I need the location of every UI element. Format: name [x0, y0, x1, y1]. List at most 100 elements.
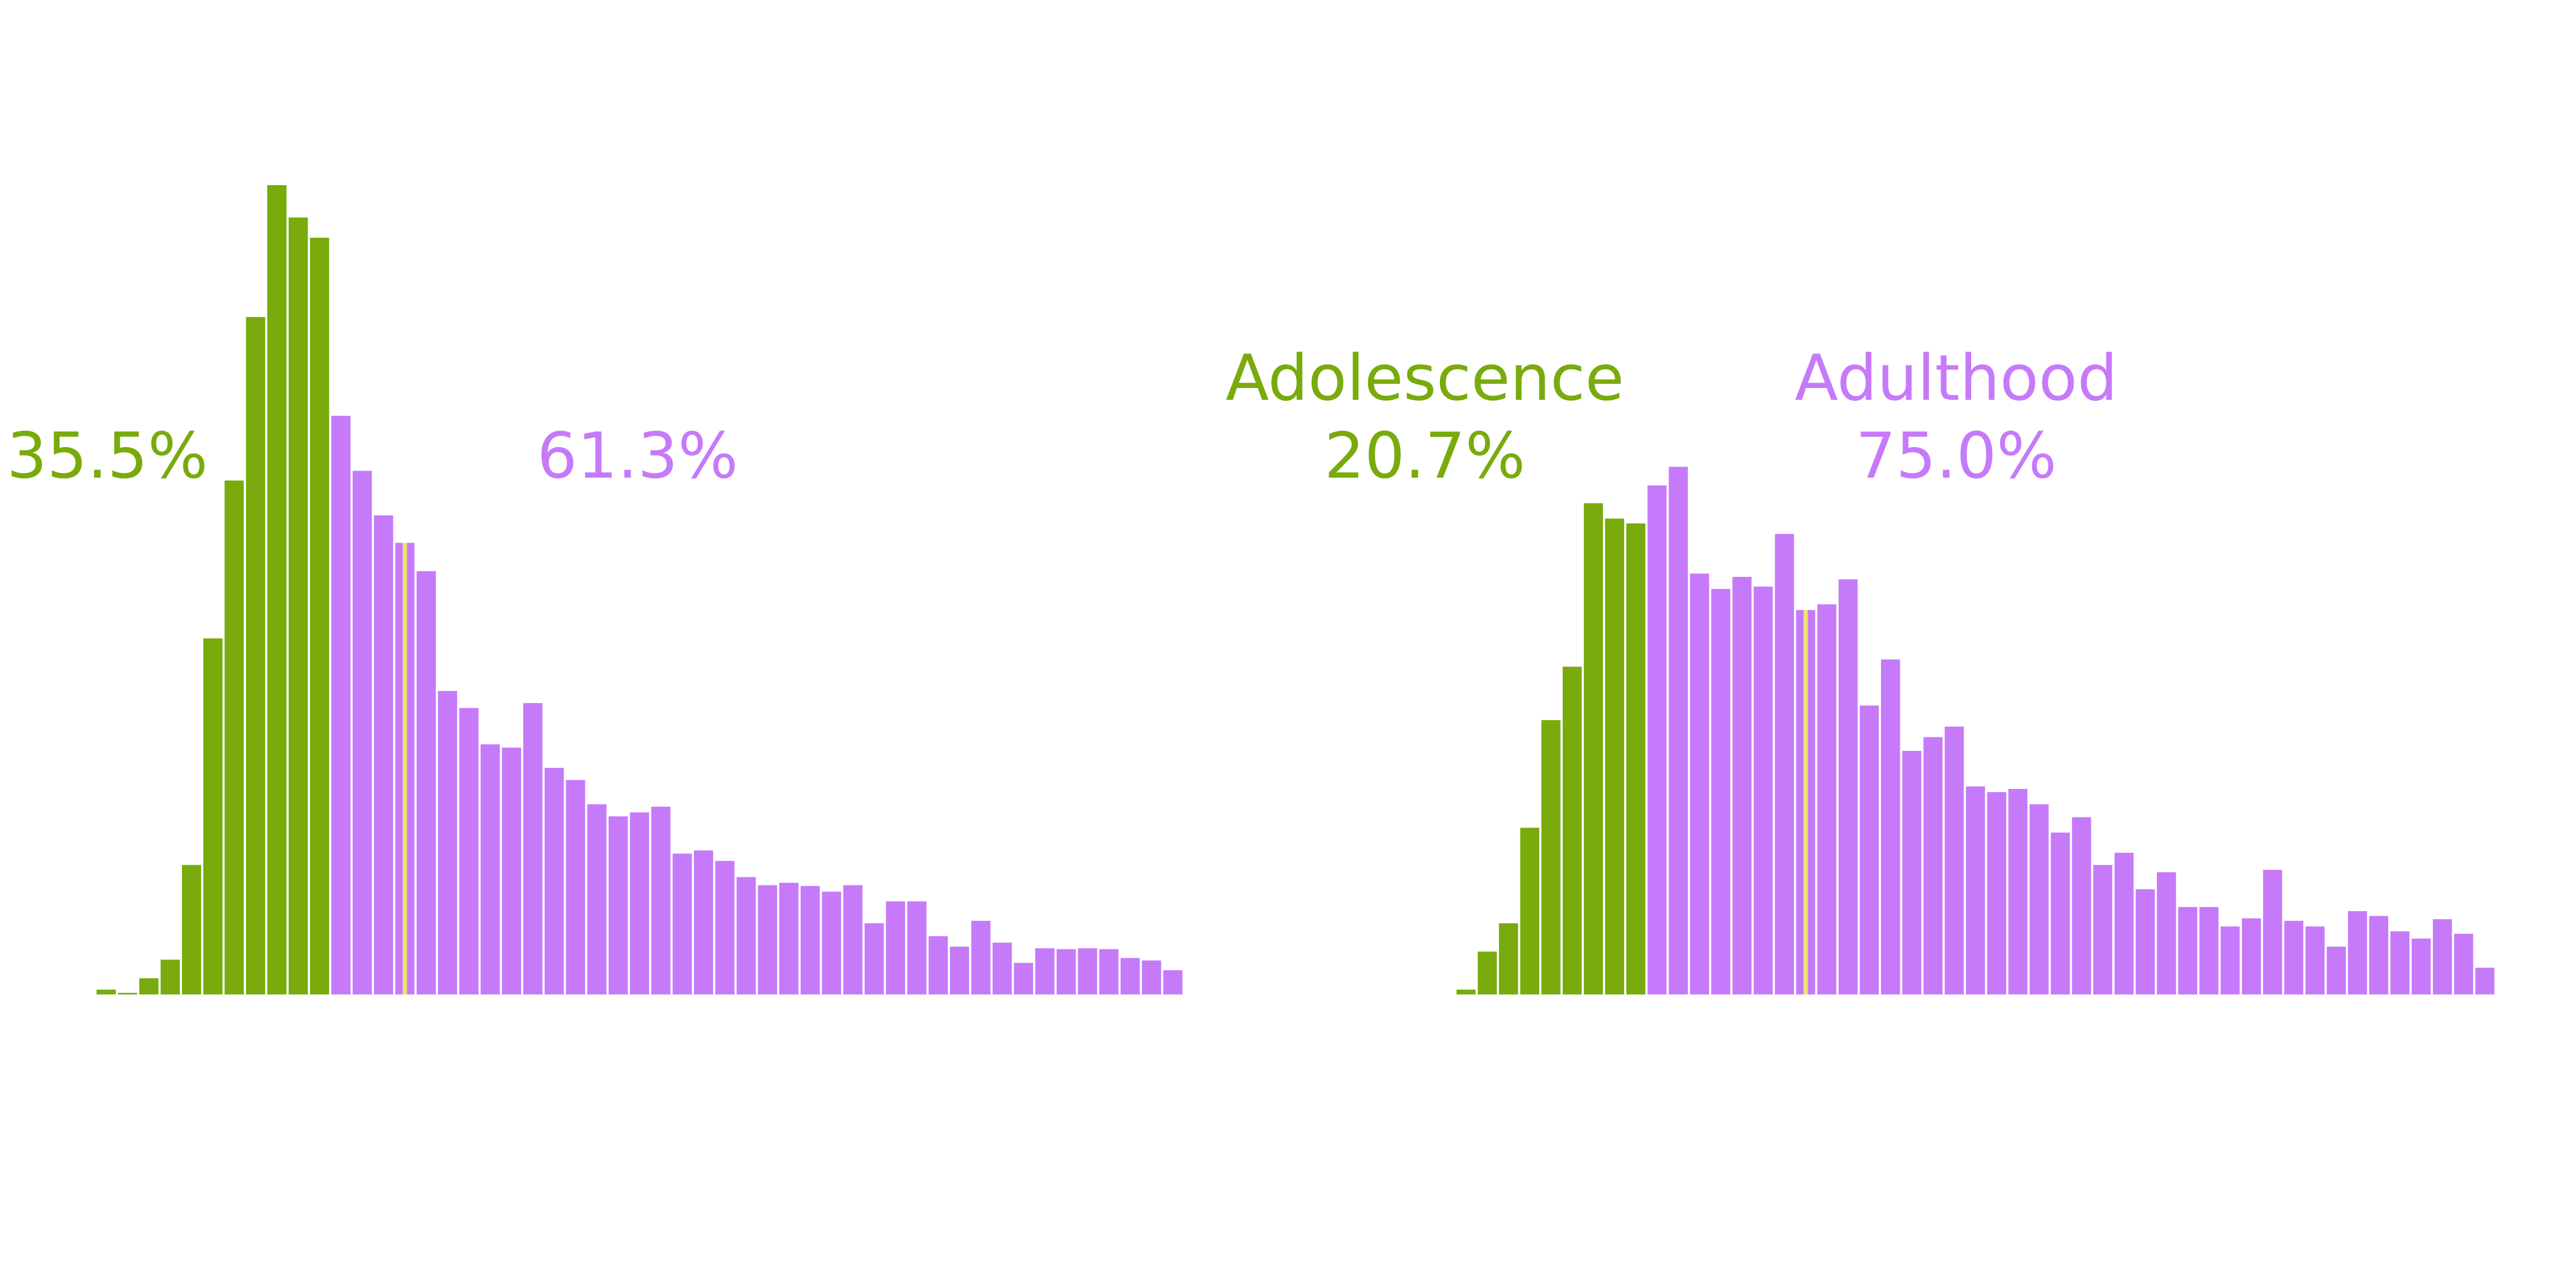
bar-adulthood-right-34	[2369, 916, 2389, 994]
bar-adulthood-left-37	[1121, 958, 1140, 994]
bar-adulthood-left-7	[480, 744, 500, 994]
bar-adulthood-right-8	[1817, 604, 1836, 994]
bar-adolescence-right-2	[1499, 923, 1518, 994]
bar-adulthood-left-27	[907, 901, 927, 994]
right-adolescence-percentage: 20.7%	[1324, 419, 1526, 493]
bar-adolescence-left-3	[160, 960, 180, 994]
left-adulthood-percentage: 61.3%	[537, 419, 738, 493]
bar-adulthood-left-32	[1014, 963, 1034, 994]
bar-adulthood-right-24	[2157, 872, 2176, 994]
bar-adolescence-left-1	[118, 993, 137, 994]
bar-adulthood-left-16	[672, 853, 692, 994]
bar-adulthood-left-4	[416, 571, 436, 994]
bar-adolescence-right-0	[1457, 990, 1476, 994]
bar-adulthood-left-33	[1035, 948, 1055, 994]
bar-adulthood-left-17	[694, 850, 713, 994]
bar-adolescence-left-6	[224, 480, 244, 994]
bar-adulthood-right-2	[1690, 573, 1709, 994]
bar-adulthood-right-6	[1775, 533, 1794, 994]
bar-adulthood-left-12	[587, 804, 607, 994]
bar-adulthood-left-18	[715, 861, 735, 994]
bar-adolescence-left-0	[97, 990, 116, 994]
bar-adulthood-left-35	[1078, 948, 1097, 994]
bar-adulthood-left-9	[523, 703, 543, 994]
bar-adulthood-right-30	[2284, 920, 2303, 994]
bar-adulthood-right-28	[2242, 918, 2261, 994]
bar-adolescence-right-8	[1626, 523, 1645, 994]
bar-adulthood-right-14	[1944, 726, 1964, 994]
bar-adulthood-right-37	[2433, 919, 2452, 994]
bar-adulthood-left-2	[374, 515, 393, 994]
bar-adulthood-right-39	[2475, 968, 2494, 994]
bar-adulthood-right-38	[2454, 933, 2473, 994]
bar-adolescence-right-4	[1541, 720, 1561, 994]
bar-adulthood-left-36	[1099, 949, 1119, 994]
bar-adolescence-right-5	[1562, 667, 1582, 994]
bar-adulthood-right-18	[2029, 804, 2049, 994]
bar-adulthood-left-26	[885, 901, 905, 994]
bar-adulthood-right-4	[1732, 576, 1752, 994]
bar-adulthood-right-17	[2008, 789, 2028, 994]
bar-adulthood-right-35	[2390, 931, 2410, 994]
bar-adulthood-left-21	[779, 882, 799, 994]
bar-adulthood-right-9	[1838, 579, 1858, 994]
bar-adulthood-left-6	[459, 708, 479, 994]
bar-adolescence-right-7	[1605, 518, 1624, 994]
bar-adolescence-left-7	[246, 317, 266, 994]
bar-adulthood-left-11	[566, 780, 586, 994]
bar-adulthood-left-29	[950, 947, 969, 994]
bar-adulthood-left-22	[800, 885, 820, 994]
bar-adulthood-right-15	[1966, 786, 1985, 994]
bar-adulthood-right-32	[2326, 947, 2346, 994]
bar-adolescence-left-9	[288, 217, 308, 994]
bar-adulthood-left-24	[843, 885, 863, 994]
right-adulthood-percentage: 75.0%	[1856, 419, 2057, 493]
bar-adulthood-left-10	[544, 767, 564, 994]
bar-adulthood-right-36	[2411, 938, 2431, 994]
bar-adulthood-right-19	[2051, 832, 2070, 994]
median-marker-left	[402, 543, 407, 994]
median-marker-right	[1803, 610, 1808, 994]
bar-adulthood-left-39	[1163, 970, 1183, 994]
left-histogram	[97, 185, 1183, 994]
bar-adulthood-right-12	[1902, 751, 1922, 994]
bar-adolescence-right-3	[1520, 828, 1540, 994]
bar-adulthood-left-38	[1141, 960, 1161, 994]
bar-adolescence-left-2	[139, 978, 159, 994]
legend-adulthood-label: Adulthood	[1795, 341, 2117, 415]
bar-adulthood-right-11	[1881, 659, 1900, 994]
bar-adulthood-right-16	[1987, 792, 2007, 994]
bar-adulthood-left-8	[502, 748, 522, 994]
bar-adulthood-left-1	[353, 471, 372, 994]
bar-adulthood-right-33	[2348, 911, 2367, 994]
bar-adulthood-right-31	[2306, 926, 2325, 994]
bar-adulthood-left-14	[630, 812, 649, 994]
bar-adulthood-right-22	[2114, 853, 2134, 994]
bar-adulthood-left-30	[971, 920, 991, 994]
bar-adulthood-left-34	[1056, 949, 1076, 994]
bar-adulthood-left-23	[822, 891, 841, 994]
right-histogram	[1457, 466, 2494, 994]
bar-adulthood-right-3	[1711, 589, 1731, 994]
left-adolescence-percentage: 35.5%	[7, 419, 208, 493]
bar-adolescence-left-8	[267, 185, 287, 994]
bar-adulthood-right-27	[2220, 926, 2240, 994]
bar-adulthood-left-15	[651, 807, 671, 994]
bar-adulthood-right-26	[2199, 907, 2219, 994]
bar-adulthood-left-31	[992, 942, 1012, 994]
legend-adolescence-label: Adolescence	[1226, 341, 1624, 415]
bar-adolescence-right-6	[1584, 503, 1603, 994]
bar-adulthood-right-21	[2093, 865, 2112, 994]
bar-adulthood-right-23	[2135, 889, 2155, 994]
bar-adulthood-left-13	[609, 816, 628, 994]
bar-adulthood-left-28	[928, 936, 948, 994]
bar-adulthood-right-5	[1753, 587, 1773, 994]
bar-adulthood-right-25	[2178, 907, 2198, 994]
bar-adulthood-right-13	[1923, 737, 1943, 994]
bar-adulthood-left-0	[331, 415, 351, 994]
bar-adulthood-right-29	[2263, 869, 2282, 994]
bar-adulthood-left-25	[865, 923, 884, 994]
bar-adulthood-right-1	[1668, 466, 1688, 994]
bar-adulthood-right-20	[2072, 817, 2091, 994]
